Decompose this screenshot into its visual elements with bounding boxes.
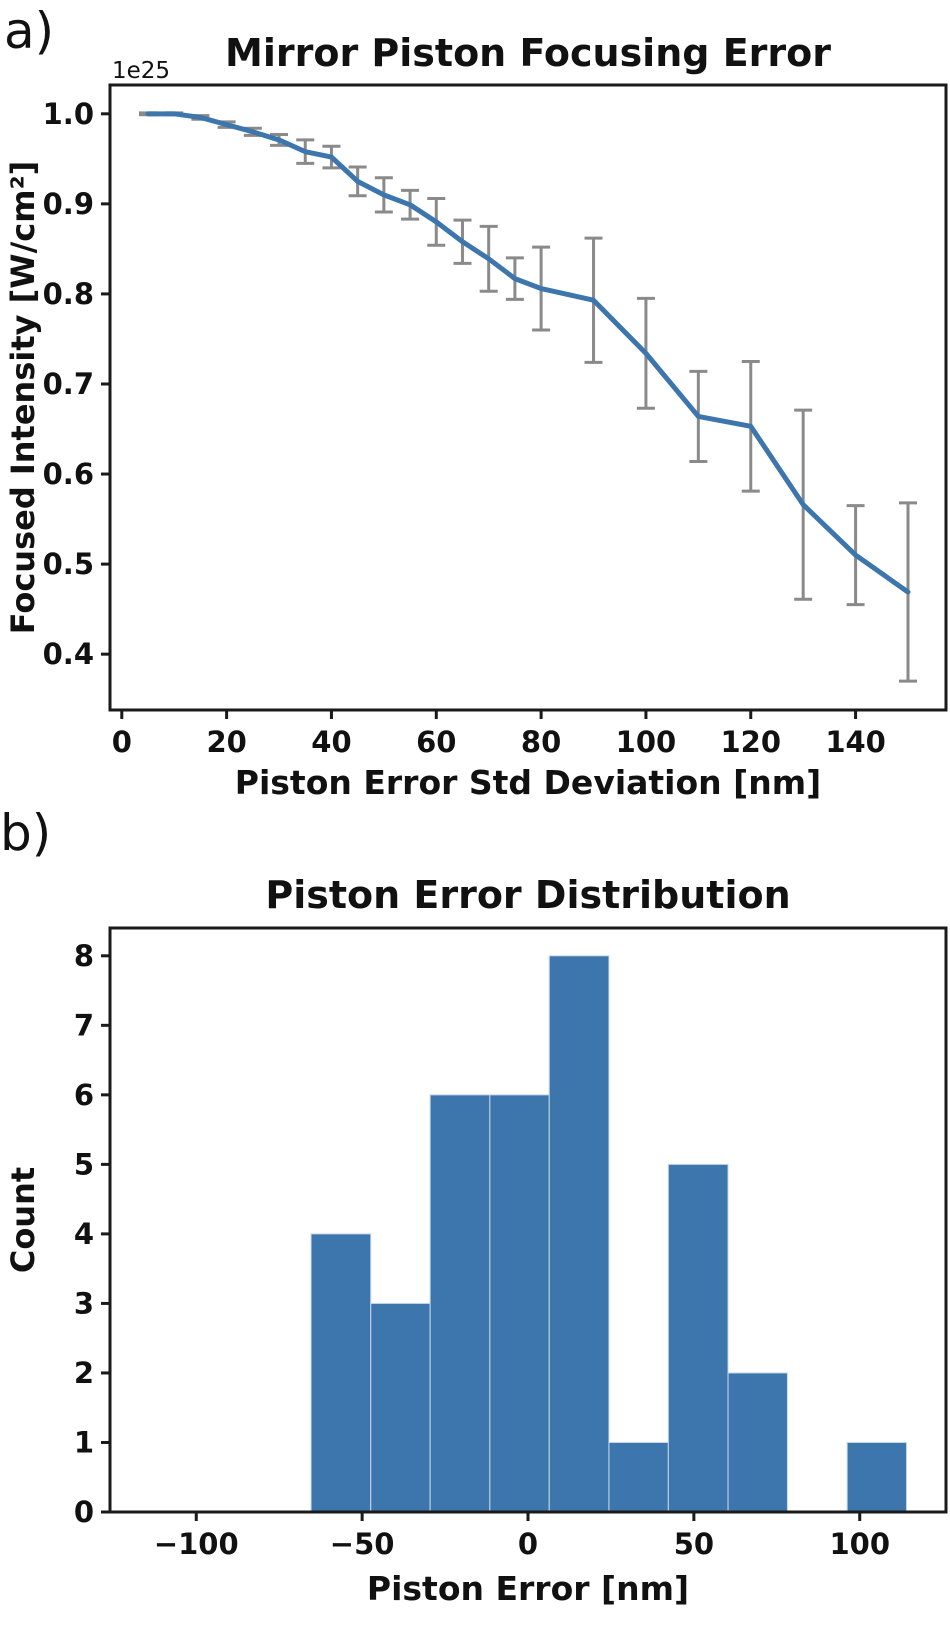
x-axis-tick-label: 50 <box>674 1527 714 1561</box>
y-axis-tick-label: 5 <box>74 1147 94 1181</box>
y-axis-tick-label: 1 <box>74 1425 94 1459</box>
histogram-bar <box>489 1094 550 1513</box>
y-axis-tick-label: 2 <box>74 1356 94 1390</box>
y-axis-label: Count <box>4 1167 42 1273</box>
x-axis-tick-label: 0 <box>518 1527 538 1561</box>
x-axis-tick-label: 100 <box>829 1527 890 1561</box>
y-axis-tick-label: 0.5 <box>43 547 94 581</box>
y-axis-tick-label: 0 <box>74 1495 94 1529</box>
y-axis-tick-label: 3 <box>74 1286 94 1320</box>
y-axis-tick-label: 0.4 <box>43 637 94 671</box>
y-axis-tick-label: 0.8 <box>43 277 94 311</box>
x-axis-tick-label: −100 <box>154 1527 239 1561</box>
y-axis-tick-label: 1.0 <box>43 97 94 131</box>
y-axis-tick-label: 6 <box>74 1078 94 1112</box>
y-axis-tick-label: 7 <box>74 1008 94 1042</box>
focused-intensity-line <box>145 111 911 595</box>
y-axis-tick-label: 0.9 <box>43 187 94 221</box>
x-axis-tick-label: 140 <box>825 725 886 759</box>
y-axis-tick-label: 0.6 <box>43 457 94 491</box>
x-axis-label: Piston Error [nm] <box>367 1569 689 1608</box>
y-axis-offset-text: 1e25 <box>112 58 170 84</box>
histogram-bar <box>548 955 610 1513</box>
panel-label-a: a) <box>4 2 55 60</box>
histogram-bars <box>310 955 908 1513</box>
x-axis-label: Piston Error Std Deviation [nm] <box>235 763 821 800</box>
histogram-bar <box>370 1302 431 1513</box>
x-axis-tick-label: 80 <box>521 725 561 759</box>
x-axis-tick-label: 60 <box>416 725 456 759</box>
y-axis-tick-label: 0.7 <box>43 367 94 401</box>
x-axis-tick-label: 120 <box>720 725 781 759</box>
histogram-bar <box>429 1094 491 1513</box>
histogram-bar <box>846 1441 908 1513</box>
chart-title: Piston Error Distribution <box>265 873 790 917</box>
x-axis-tick-label: 100 <box>616 725 677 759</box>
line-chart-mirror-piston-focusing-error: 0 20 40 60 80 100 120 140 0.4 0.5 0.6 0.7 0.8 0.9 1.0 M… <box>4 31 948 800</box>
x-axis-tick-label: 20 <box>206 725 246 759</box>
error-bars <box>139 111 917 683</box>
x-axis-tick-label: 0 <box>112 725 132 759</box>
histogram-bar <box>667 1163 729 1513</box>
x-axis-tick-label: −50 <box>330 1527 395 1561</box>
chart-title: Mirror Piston Focusing Error <box>225 31 831 75</box>
histogram-bar <box>310 1233 372 1513</box>
histogram-bar <box>608 1441 669 1513</box>
y-axis-tick-label: 4 <box>74 1217 94 1251</box>
x-axis-tick-label: 40 <box>311 725 351 759</box>
y-axis-tick-label: 8 <box>74 939 94 973</box>
histogram-bar <box>727 1372 788 1513</box>
y-axis-label: Focused Intensity [W/cm²] <box>4 161 42 634</box>
histogram-piston-error-distribution: −100 −50 0 50 100 0 1 2 3 4 5 6 7 8 Piston Error Distr… <box>4 873 948 1608</box>
plot-border <box>108 83 948 712</box>
panel-label-b: b) <box>0 804 52 862</box>
